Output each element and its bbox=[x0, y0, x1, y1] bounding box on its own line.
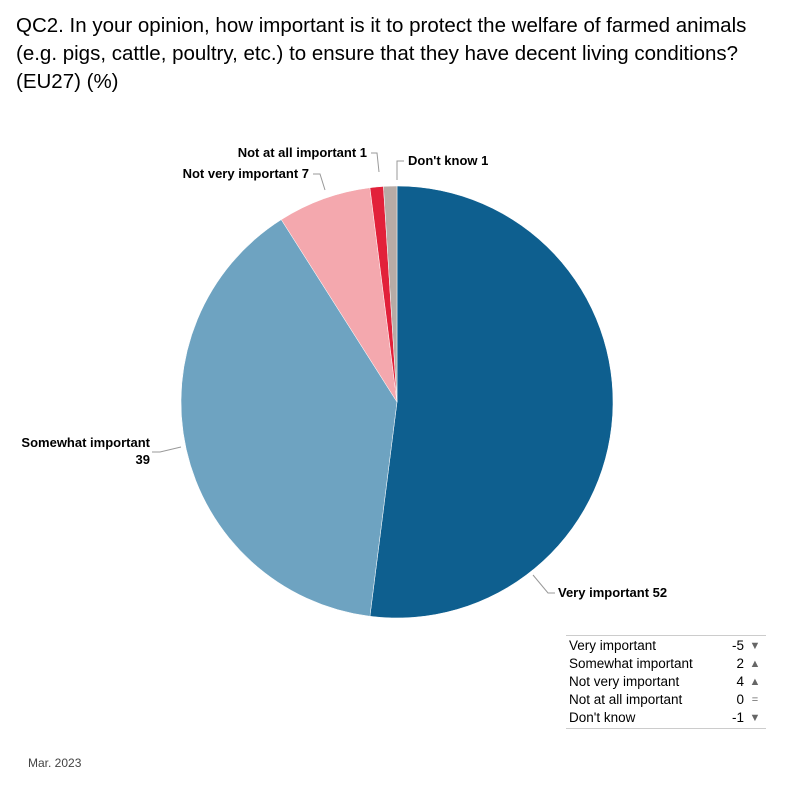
change-table: Very important -5 ▼ Somewhat important 2 ▲ Not… bbox=[566, 635, 766, 729]
data-label: Somewhat important 39 bbox=[21, 435, 150, 467]
pie-slice-don-t-know bbox=[383, 185, 398, 403]
pie-slice-very-important bbox=[369, 185, 614, 619]
change-row: Don't know -1 ▼ bbox=[566, 709, 766, 727]
data-label: Not very important 7 bbox=[183, 166, 309, 181]
trend-equal-icon: = bbox=[751, 694, 759, 706]
trend-up-icon: ▲ bbox=[749, 676, 761, 688]
leader-line bbox=[532, 574, 555, 594]
row-label: Very important bbox=[569, 638, 657, 653]
change-row: Somewhat important 2 ▲ bbox=[566, 655, 766, 673]
row-value: -1 bbox=[731, 710, 744, 725]
chart-title: QC2. In your opinion, how important is i… bbox=[16, 14, 747, 93]
change-row: Not at all important 0 = bbox=[566, 691, 766, 709]
change-row: Not very important 4 ▲ bbox=[566, 673, 766, 691]
row-label: Somewhat important bbox=[569, 656, 693, 671]
row-value: 0 bbox=[736, 692, 744, 707]
pie-slice-somewhat-important bbox=[180, 219, 398, 617]
row-label: Not very important bbox=[569, 674, 680, 689]
trend-up-icon: ▲ bbox=[749, 658, 761, 670]
data-label: Not at all important 1 bbox=[238, 145, 367, 160]
data-label: Very important 52 bbox=[558, 585, 667, 600]
change-row: Very important -5 ▼ bbox=[566, 637, 766, 655]
trend-down-icon: ▼ bbox=[749, 712, 761, 724]
leader-line bbox=[152, 446, 182, 453]
row-value: 2 bbox=[736, 656, 744, 671]
row-value: 4 bbox=[736, 674, 744, 689]
row-label: Not at all important bbox=[569, 692, 683, 707]
leader-line bbox=[313, 173, 326, 191]
leader-line bbox=[396, 160, 404, 180]
row-value: -5 bbox=[731, 638, 744, 653]
data-label: Don't know 1 bbox=[408, 153, 488, 168]
trend-down-icon: ▼ bbox=[749, 640, 761, 652]
leader-line bbox=[371, 152, 380, 173]
row-label: Don't know bbox=[569, 710, 636, 725]
footer-date: Mar. 2023 bbox=[28, 756, 82, 770]
